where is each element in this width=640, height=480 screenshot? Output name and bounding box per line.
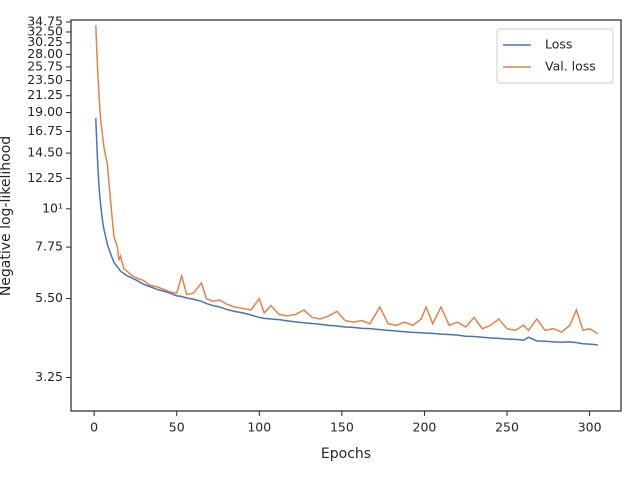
x-tick-label: 50 [169,420,185,435]
y-tick-label: 3.25 [35,369,63,384]
y-tick-label: 12.25 [27,170,63,185]
y-tick-label: 25.75 [27,58,63,73]
y-tick-label: 14.50 [27,145,63,160]
y-tick-label: 23.50 [27,72,63,87]
y-tick-label: 21.25 [27,87,63,102]
y-tick-label: 32.50 [27,23,63,38]
y-tick-label: 30.25 [27,34,63,49]
x-tick-label: 150 [330,420,354,435]
line-series [95,25,599,335]
y-tick-label: 16.75 [27,123,63,138]
x-tick-label: 100 [247,420,271,435]
plot-frame [70,19,622,412]
y-tick-label: 28.00 [27,46,63,61]
x-tick-label: 250 [495,420,519,435]
x-tick-label: 0 [90,420,98,435]
y-tick-label: 7.75 [35,239,63,254]
y-tick-label: 34.75 [27,13,63,28]
y-tick-label: 10¹ [42,200,63,215]
legend-label: Val. loss [545,59,596,74]
x-axis-label: Epochs [321,446,371,462]
legend-box [496,28,614,84]
y-axis-label: Negative log-likelihood [0,136,14,296]
x-tick-label: 200 [413,420,437,435]
y-tick-label: 5.50 [35,290,63,305]
y-tick-label: 19.00 [27,104,63,119]
legend-label: Loss [545,37,572,52]
line-series [95,118,598,346]
x-tick-label: 300 [578,420,602,435]
